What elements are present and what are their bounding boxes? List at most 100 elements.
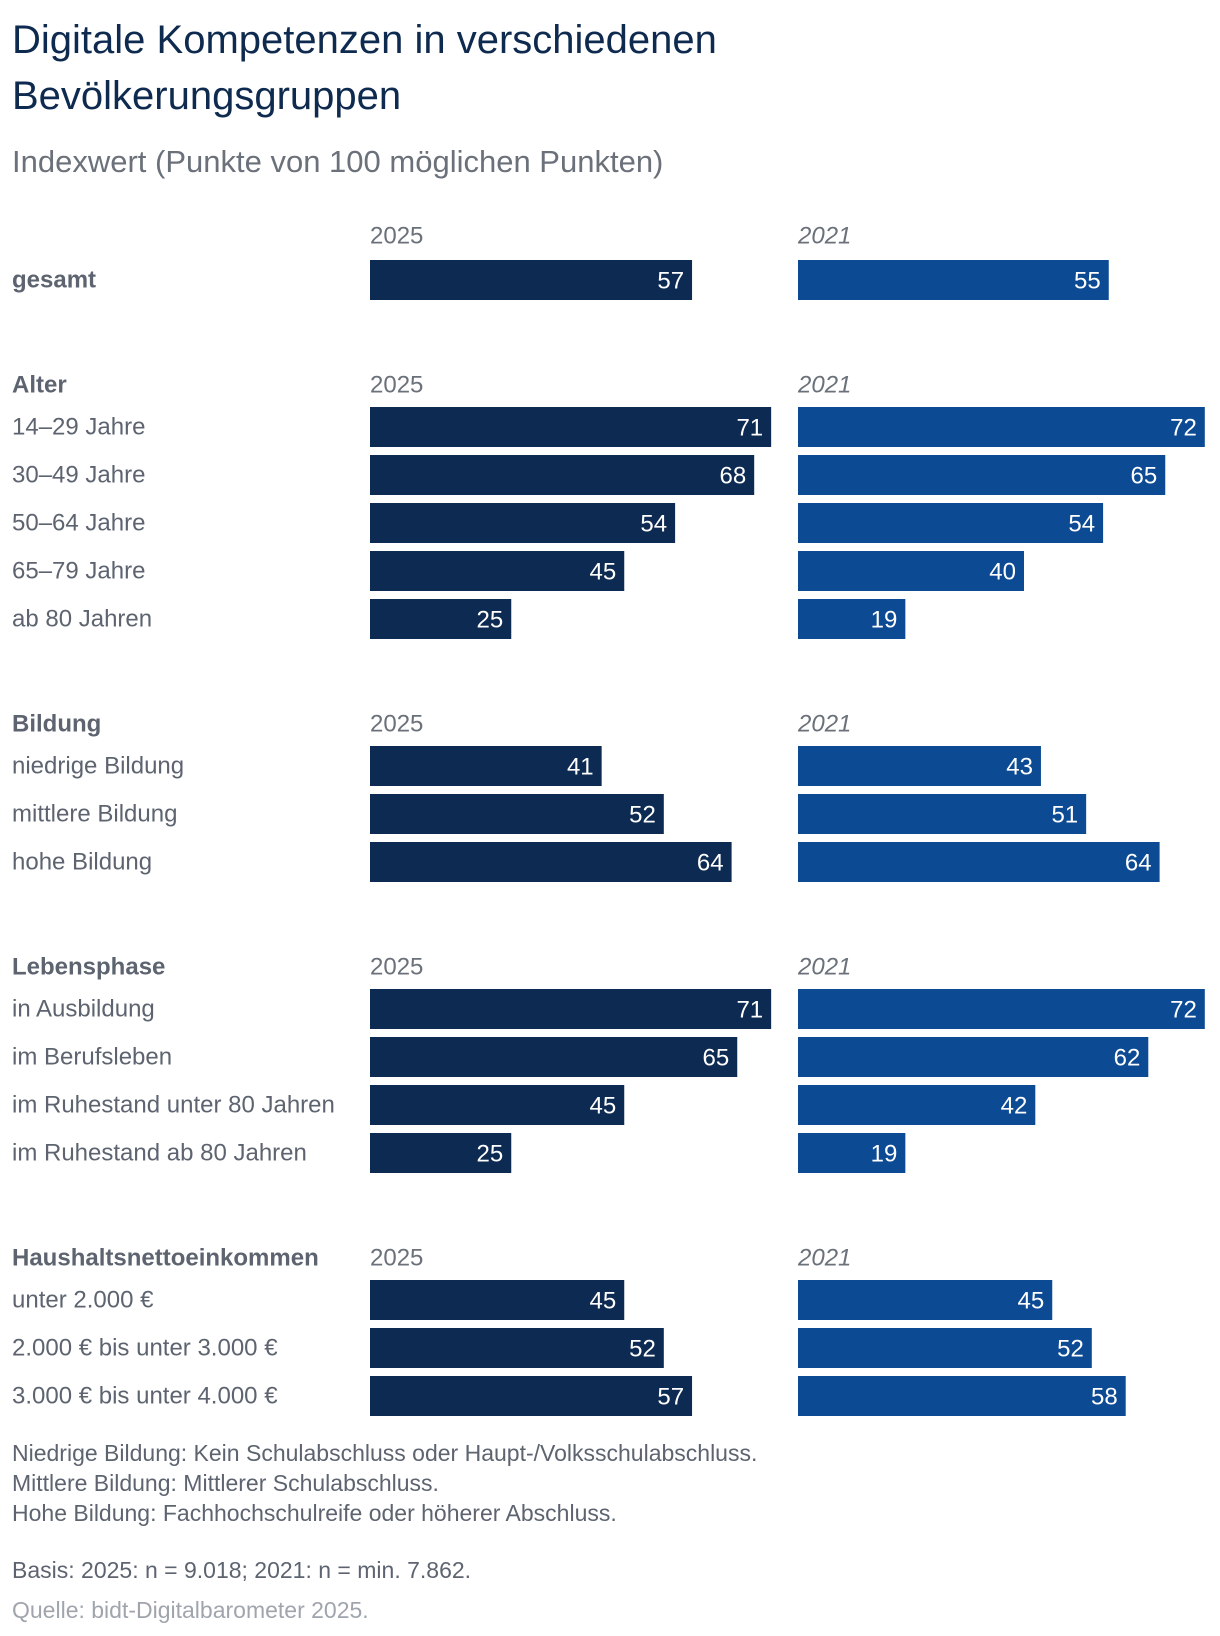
bar-value-label: 40 <box>989 559 1016 586</box>
bar <box>798 1280 1053 1320</box>
bar <box>370 599 512 639</box>
footnote-line: Hohe Bildung: Fachhochschulreife oder hö… <box>12 1500 617 1526</box>
bar-value-label: 54 <box>1068 511 1095 538</box>
row-label: gesamt <box>12 267 96 294</box>
bar-value-label: 19 <box>871 607 898 634</box>
series-header: 2021 <box>797 1245 851 1272</box>
chart-subtitle: Indexwert (Punkte von 100 möglichen Punk… <box>12 144 664 179</box>
bar <box>370 455 755 495</box>
bar-value-label: 45 <box>590 1288 617 1315</box>
bar <box>370 1328 664 1368</box>
bar-value-label: 68 <box>719 463 746 490</box>
bar <box>798 989 1205 1029</box>
bar <box>370 1085 625 1125</box>
bar-value-label: 62 <box>1114 1045 1141 1072</box>
bar <box>798 842 1160 882</box>
bar-value-label: 52 <box>1057 1336 1084 1363</box>
footnotes: Niedrige Bildung: Kein Schulabschluss od… <box>12 1438 757 1528</box>
bar-value-label: 52 <box>629 1336 656 1363</box>
bar-value-label: 58 <box>1091 1384 1118 1411</box>
row-label: 65–79 Jahre <box>12 558 145 585</box>
series-header: 2025 <box>370 954 423 981</box>
basis-note: Basis: 2025: n = 9.018; 2021: n = min. 7… <box>12 1557 472 1583</box>
bar-value-label: 64 <box>697 850 724 877</box>
bar <box>798 551 1024 591</box>
bar-value-label: 72 <box>1170 997 1197 1024</box>
bar-value-label: 55 <box>1074 268 1101 295</box>
row-label: 2.000 € bis unter 3.000 € <box>12 1335 278 1362</box>
bar <box>370 1133 512 1173</box>
row-label: hohe Bildung <box>12 849 152 876</box>
chart-title: Digitale Kompetenzen in verschiedenen Be… <box>12 18 717 118</box>
group-label: Lebensphase <box>12 954 165 981</box>
bar <box>798 1328 1092 1368</box>
bar <box>798 260 1109 300</box>
group-label: Alter <box>12 372 67 399</box>
bar <box>370 989 772 1029</box>
row-label: unter 2.000 € <box>12 1287 154 1314</box>
row-label: niedrige Bildung <box>12 753 184 780</box>
group-label: Bildung <box>12 711 101 738</box>
row-label: mittlere Bildung <box>12 801 177 828</box>
bar <box>798 407 1205 447</box>
series-header: 2025 <box>370 1245 423 1272</box>
bar-chart: 2025 2021 gesamt 57 55 Alter 2025 2021 14–29 Jah… <box>12 223 1205 1416</box>
bar <box>370 1037 738 1077</box>
bar-value-label: 41 <box>567 754 594 781</box>
bar-value-label: 25 <box>477 1141 504 1168</box>
row-label: in Ausbildung <box>12 996 155 1023</box>
bar-value-label: 19 <box>871 1141 898 1168</box>
bar <box>798 1133 906 1173</box>
row-label: 50–64 Jahre <box>12 510 145 537</box>
bar <box>370 503 676 543</box>
group-label: Haushaltsnettoeinkommen <box>12 1245 319 1272</box>
bar-value-label: 45 <box>590 1093 617 1120</box>
series-header: 2025 <box>370 372 423 399</box>
bar <box>370 746 602 786</box>
source-note: Quelle: bidt-Digitalbarometer 2025. <box>12 1597 369 1623</box>
series-header: 2025 <box>370 223 423 250</box>
row-label: ab 80 Jahren <box>12 606 152 633</box>
series-header: 2021 <box>797 711 851 738</box>
bar-value-label: 25 <box>477 607 504 634</box>
bar <box>370 260 693 300</box>
bar-value-label: 43 <box>1006 754 1033 781</box>
bar <box>370 842 732 882</box>
bar <box>798 503 1104 543</box>
series-header: 2021 <box>797 223 851 250</box>
bar-value-label: 57 <box>657 268 684 295</box>
bar <box>370 794 664 834</box>
bar-value-label: 45 <box>1018 1288 1045 1315</box>
bar <box>798 1085 1036 1125</box>
series-header: 2021 <box>797 372 851 399</box>
footnote-line: Mittlere Bildung: Mittlerer Schulabschlu… <box>12 1470 439 1496</box>
bar <box>798 794 1087 834</box>
bar-value-label: 52 <box>629 802 656 829</box>
bar <box>370 1376 693 1416</box>
row-label: im Ruhestand ab 80 Jahren <box>12 1140 307 1167</box>
row-label: im Ruhestand unter 80 Jahren <box>12 1092 335 1119</box>
footnote-line: Niedrige Bildung: Kein Schulabschluss od… <box>12 1440 758 1466</box>
bar <box>798 455 1166 495</box>
bar <box>370 551 625 591</box>
series-header: 2021 <box>797 954 851 981</box>
bar-value-label: 71 <box>736 415 763 442</box>
row-label: 14–29 Jahre <box>12 414 145 441</box>
bar-value-label: 65 <box>703 1045 730 1072</box>
bar-value-label: 64 <box>1125 850 1152 877</box>
row-label: im Berufsleben <box>12 1044 172 1071</box>
bar-value-label: 71 <box>736 997 763 1024</box>
bar-value-label: 51 <box>1051 802 1078 829</box>
bar <box>798 1376 1126 1416</box>
row-label: 3.000 € bis unter 4.000 € <box>12 1383 278 1410</box>
bar-value-label: 65 <box>1131 463 1158 490</box>
bar-value-label: 42 <box>1001 1093 1028 1120</box>
bar <box>370 407 772 447</box>
bar <box>798 599 906 639</box>
bar-value-label: 57 <box>657 1384 684 1411</box>
bar-value-label: 45 <box>590 559 617 586</box>
bar-value-label: 54 <box>640 511 667 538</box>
bar <box>370 1280 625 1320</box>
bar-value-label: 72 <box>1170 415 1197 442</box>
row-label: 30–49 Jahre <box>12 462 145 489</box>
